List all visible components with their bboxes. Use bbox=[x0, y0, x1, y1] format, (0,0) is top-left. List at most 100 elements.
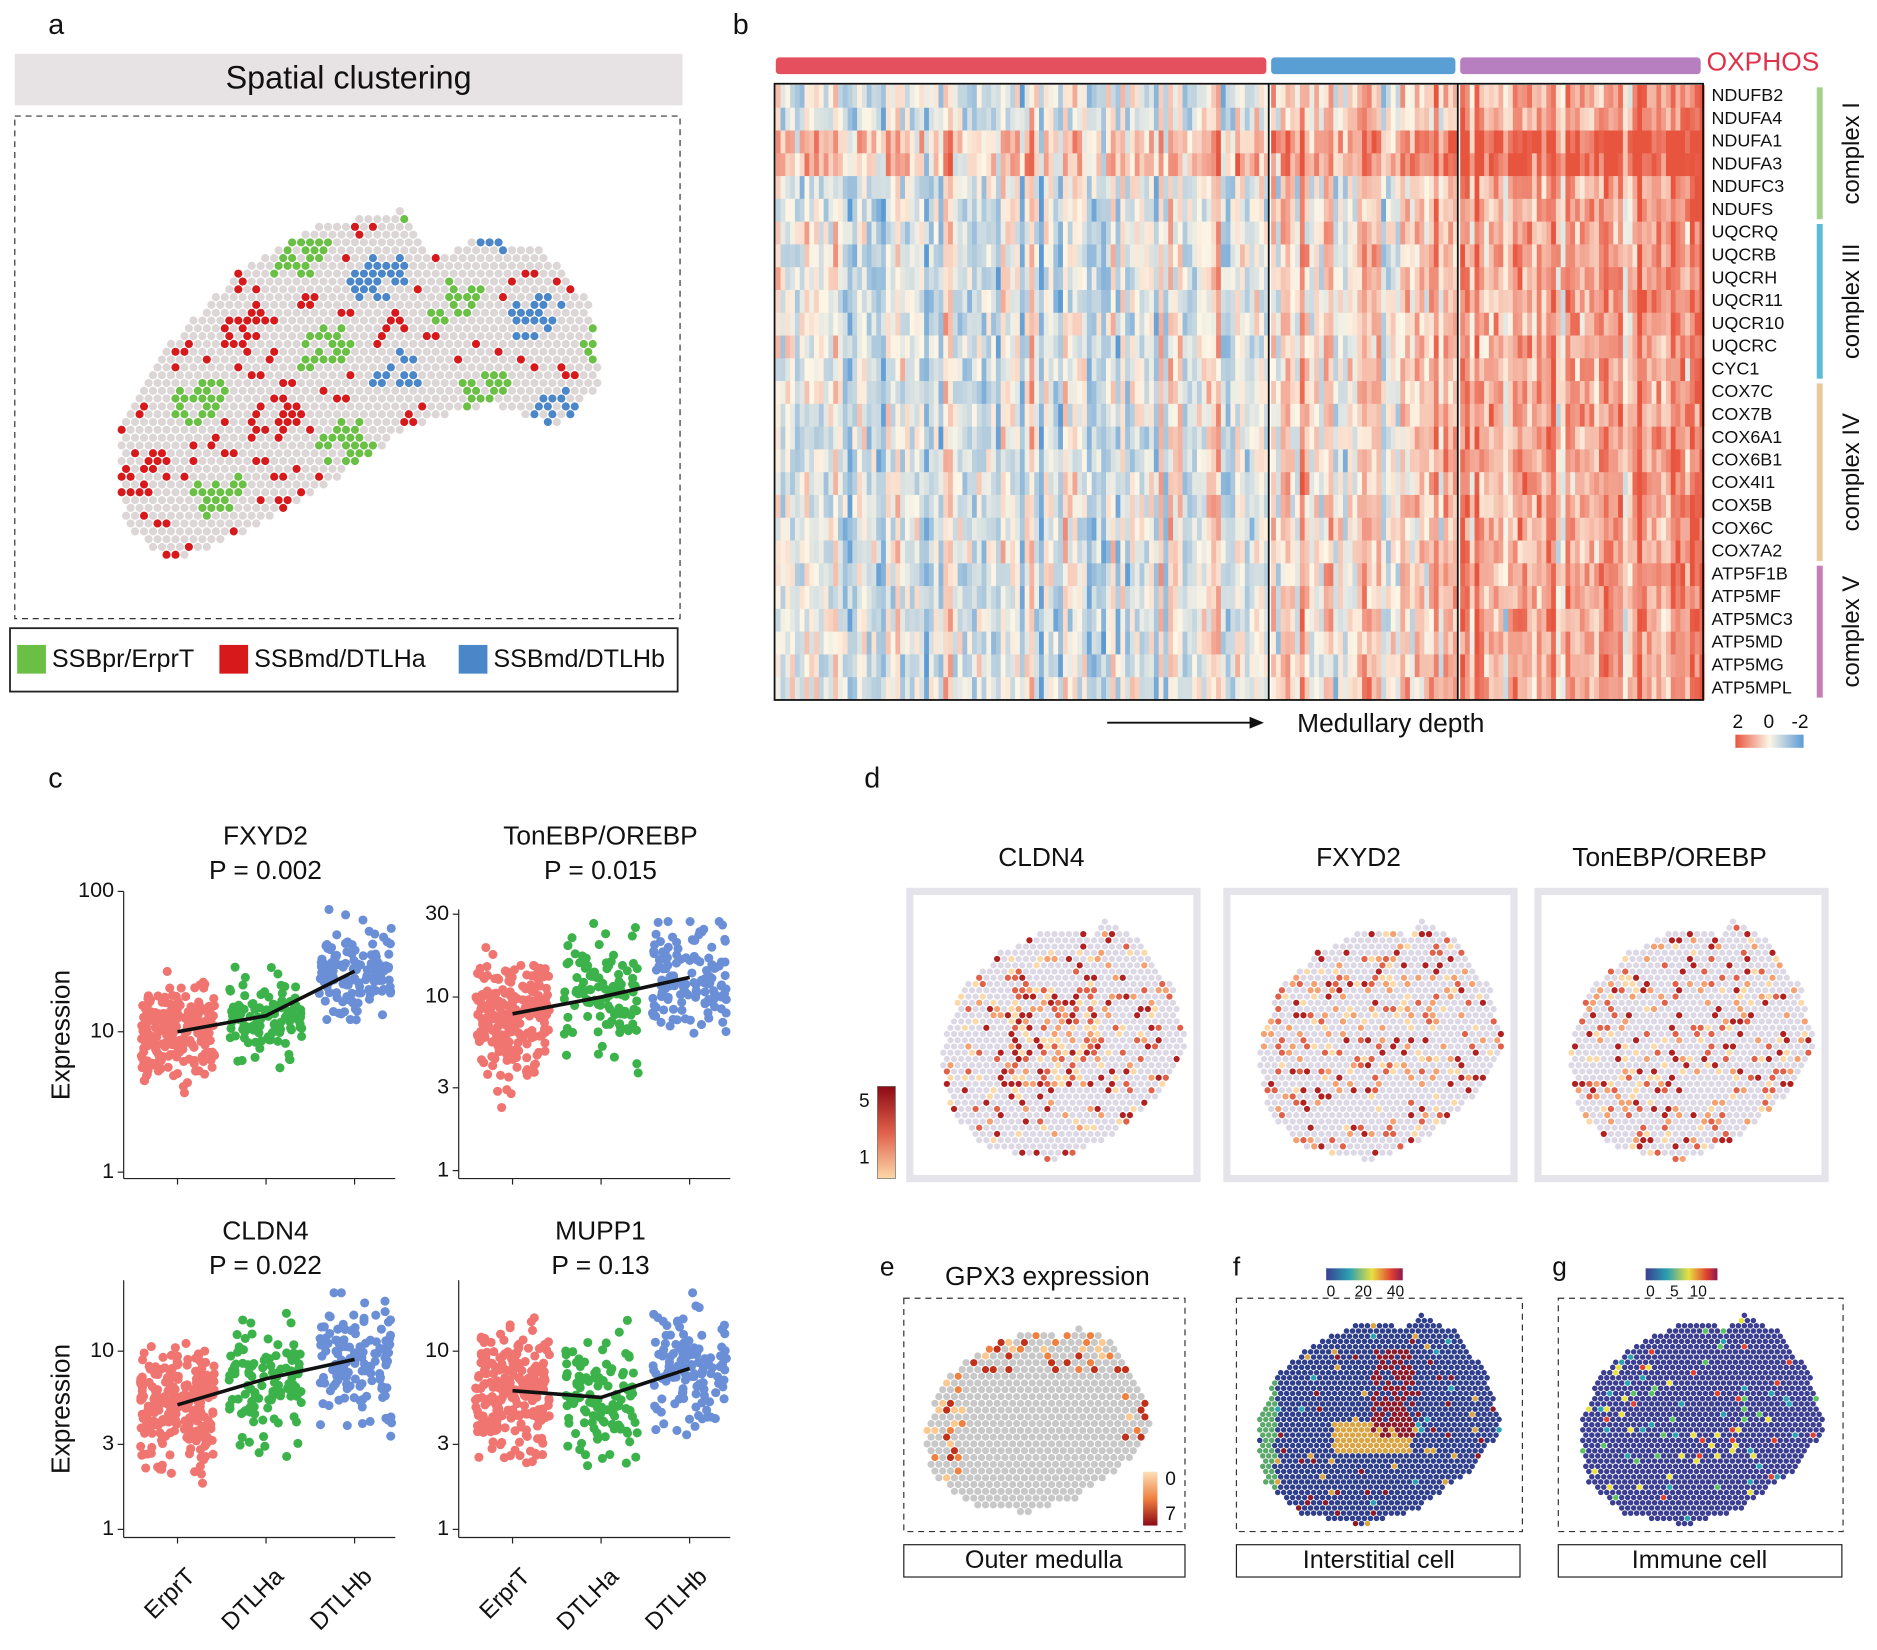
heatmap-cell bbox=[1072, 631, 1078, 655]
heatmap-cell bbox=[1149, 677, 1155, 701]
spot bbox=[247, 261, 256, 270]
heatmap-cell bbox=[1338, 289, 1344, 314]
heatmap-cell bbox=[962, 221, 968, 245]
heatmap-cell bbox=[1395, 381, 1401, 405]
heatmap-cell bbox=[1072, 449, 1078, 473]
heatmap-cell bbox=[1058, 517, 1064, 541]
heatmap-cell bbox=[1376, 153, 1382, 177]
heatmap-cell bbox=[1333, 221, 1339, 245]
heatmap-cell bbox=[1263, 677, 1270, 701]
heatmap-cell bbox=[900, 335, 906, 359]
heatmap-cell bbox=[914, 586, 920, 610]
heatmap-cell bbox=[1039, 449, 1045, 473]
spot bbox=[418, 339, 427, 349]
spot bbox=[485, 347, 494, 356]
spot bbox=[220, 496, 229, 505]
heatmap-cell bbox=[1086, 335, 1093, 359]
heatmap-cell bbox=[1015, 472, 1021, 496]
spot bbox=[283, 324, 292, 333]
heatmap-cell bbox=[857, 176, 863, 200]
heatmap-cell bbox=[943, 403, 949, 427]
spot bbox=[310, 355, 319, 364]
spot bbox=[341, 394, 351, 403]
spot bbox=[566, 316, 575, 325]
spot bbox=[193, 464, 202, 473]
heatmap-cell bbox=[1304, 335, 1310, 359]
heatmap-cell bbox=[1096, 312, 1102, 336]
heatmap-cell bbox=[804, 198, 810, 222]
heatmap-cell bbox=[1005, 153, 1011, 177]
heatmap-cell bbox=[1201, 84, 1207, 109]
heatmap-cell bbox=[1168, 426, 1174, 450]
spot bbox=[512, 363, 521, 372]
heatmap-cell bbox=[1201, 631, 1207, 655]
spot bbox=[337, 371, 346, 380]
heatmap-cell bbox=[991, 153, 997, 177]
spot bbox=[332, 316, 342, 325]
spot bbox=[373, 417, 382, 427]
heatmap-cell bbox=[1029, 153, 1035, 177]
heatmap-cell bbox=[1390, 335, 1396, 359]
heatmap-cell bbox=[1110, 335, 1116, 359]
heatmap-cell bbox=[1144, 221, 1150, 245]
heatmap-cell bbox=[1153, 107, 1160, 131]
heatmap-cell bbox=[852, 563, 858, 587]
heatmap-cell bbox=[1254, 244, 1260, 268]
heatmap-cell bbox=[1357, 517, 1363, 541]
spot bbox=[337, 402, 346, 411]
heatmap-cell bbox=[1034, 358, 1040, 382]
heatmap-cell bbox=[1019, 312, 1026, 336]
heatmap-cell bbox=[928, 586, 935, 610]
spot bbox=[180, 503, 189, 512]
heatmap-cell bbox=[952, 198, 959, 222]
spot bbox=[359, 316, 368, 325]
heatmap-cell bbox=[962, 267, 968, 291]
heatmap-cell bbox=[799, 449, 805, 473]
heatmap-cell bbox=[1254, 176, 1260, 200]
heatmap-cell bbox=[1048, 654, 1054, 678]
heatmap-cell bbox=[1177, 381, 1183, 405]
heatmap-cell bbox=[1163, 221, 1169, 245]
heatmap-cell bbox=[1390, 289, 1396, 314]
heatmap-cell bbox=[1295, 472, 1301, 496]
spot bbox=[202, 355, 211, 364]
spot bbox=[530, 269, 539, 278]
spot bbox=[539, 285, 548, 294]
spot bbox=[283, 386, 292, 395]
heatmap-cell bbox=[814, 107, 820, 131]
heatmap-cell bbox=[1053, 449, 1059, 473]
heatmap-cell bbox=[852, 449, 858, 473]
spot bbox=[476, 394, 485, 403]
heatmap-cell bbox=[924, 563, 930, 587]
spot bbox=[575, 316, 584, 325]
heatmap-cell bbox=[1053, 563, 1059, 587]
heatmap-cell bbox=[1216, 176, 1222, 200]
spot bbox=[359, 222, 368, 231]
heatmap-cell bbox=[881, 84, 887, 109]
spot bbox=[166, 371, 176, 380]
heatmap-cell bbox=[1182, 335, 1188, 359]
heatmap-cell bbox=[814, 631, 820, 655]
heatmap-cell bbox=[967, 198, 973, 222]
spot bbox=[431, 378, 440, 388]
spot bbox=[270, 363, 279, 372]
spot bbox=[144, 456, 153, 466]
heatmap-cell bbox=[1230, 654, 1236, 678]
heatmap-cell bbox=[814, 221, 820, 245]
heatmap-cell bbox=[1144, 312, 1150, 336]
heatmap-cell bbox=[1010, 517, 1016, 541]
heatmap-cell bbox=[847, 494, 853, 519]
heatmap-cell bbox=[775, 472, 781, 496]
heatmap-cell bbox=[1385, 198, 1392, 222]
heatmap-cell bbox=[1314, 107, 1320, 131]
heatmap-cell bbox=[1015, 335, 1021, 359]
heatmap-cell bbox=[1347, 289, 1353, 314]
heatmap-cell bbox=[1000, 654, 1006, 678]
heatmap-cell bbox=[1259, 563, 1265, 587]
heatmap-cell bbox=[1362, 198, 1368, 222]
heatmap-cell bbox=[809, 198, 815, 222]
spot bbox=[431, 332, 440, 341]
spot bbox=[310, 308, 319, 317]
spot bbox=[422, 378, 431, 388]
spot bbox=[566, 285, 575, 294]
